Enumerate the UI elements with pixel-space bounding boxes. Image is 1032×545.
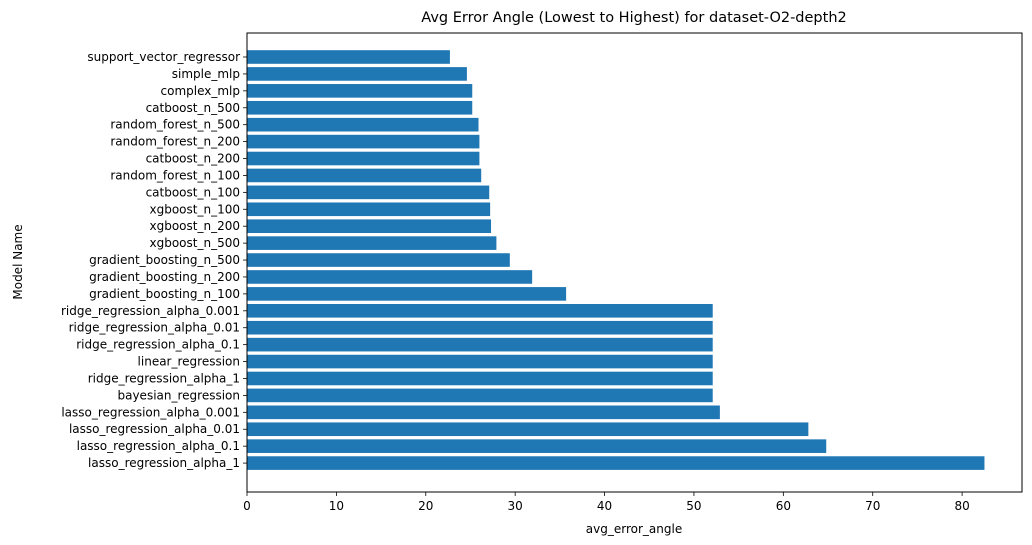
y-tick-label: support_vector_regressor	[87, 50, 240, 64]
bars-group	[247, 50, 985, 470]
y-tick-label: complex_mlp	[161, 84, 241, 98]
y-tick-label: ridge_regression_alpha_0.001	[61, 304, 240, 318]
plot-frame	[246, 32, 1023, 493]
bar	[247, 405, 720, 420]
y-tick-label: xgboost_n_200	[150, 219, 241, 233]
bar	[247, 100, 473, 115]
y-tick-label: simple_mlp	[172, 67, 240, 81]
x-axis-label: avg_error_angle	[586, 522, 682, 536]
y-tick-label: random_forest_n_500	[110, 118, 240, 132]
bar	[247, 67, 467, 81]
bar	[247, 202, 491, 217]
y-tick-label: linear_regression	[138, 355, 240, 369]
bar	[247, 354, 713, 369]
bar	[247, 371, 713, 386]
x-tick-label: 20	[418, 499, 433, 513]
bar	[247, 117, 479, 132]
y-tick-label: gradient_boosting_n_100	[89, 287, 240, 301]
bar	[247, 50, 450, 64]
bar	[247, 388, 713, 403]
y-tick-label: lasso_regression_alpha_0.01	[69, 422, 240, 436]
y-tick-label: catboost_n_100	[146, 185, 240, 199]
bar	[247, 439, 827, 453]
bar	[247, 236, 497, 250]
y-tick-label: catboost_n_500	[146, 101, 240, 115]
x-tick-label: 50	[686, 499, 701, 513]
x-tick-label: 60	[776, 499, 791, 513]
y-tick-label: random_forest_n_100	[110, 168, 240, 182]
bar	[247, 84, 473, 98]
x-tick-label: 80	[954, 499, 969, 513]
bar	[247, 304, 713, 318]
y-tick-label: lasso_regression_alpha_0.001	[61, 405, 240, 419]
x-ticks: 0 10 20 30 40 50 60 70 80	[243, 492, 970, 513]
y-tick-label: gradient_boosting_n_200	[89, 270, 240, 284]
bar	[247, 151, 480, 166]
bar	[247, 287, 567, 301]
x-tick-label: 10	[329, 499, 344, 513]
x-tick-label: 0	[243, 499, 251, 513]
x-tick-label: 70	[865, 499, 880, 513]
y-tick-label: xgboost_n_100	[150, 202, 241, 216]
y-tick-labels: support_vector_regressor simple_mlpcomple…	[61, 50, 247, 470]
y-tick-label: lasso_regression_alpha_1	[88, 456, 240, 470]
y-tick-label: ridge_regression_alpha_0.01	[69, 321, 240, 335]
y-tick-label: xgboost_n_500	[150, 236, 241, 250]
y-axis-label: Model Name	[11, 224, 25, 299]
y-tick-label: lasso_regression_alpha_0.1	[77, 439, 240, 453]
y-tick-label: random_forest_n_200	[110, 135, 240, 149]
x-tick-label: 40	[597, 499, 612, 513]
y-tick-label: catboost_n_200	[146, 152, 240, 166]
x-tick-label: 30	[508, 499, 523, 513]
bar	[247, 219, 492, 233]
bar	[247, 168, 482, 183]
bar	[247, 337, 713, 352]
bar	[247, 270, 533, 284]
bar	[247, 456, 985, 470]
bar	[247, 253, 510, 267]
bar	[247, 422, 809, 437]
chart-title: Avg Error Angle (Lowest to Highest) for …	[421, 10, 847, 26]
bar	[247, 185, 490, 200]
y-tick-label: bayesian_regression	[117, 388, 240, 402]
bar	[247, 134, 480, 149]
bar	[247, 320, 713, 335]
y-tick-label: gradient_boosting_n_500	[89, 253, 240, 267]
y-tick-label: ridge_regression_alpha_0.1	[76, 338, 240, 352]
y-tick-label: ridge_regression_alpha_1	[88, 371, 240, 385]
